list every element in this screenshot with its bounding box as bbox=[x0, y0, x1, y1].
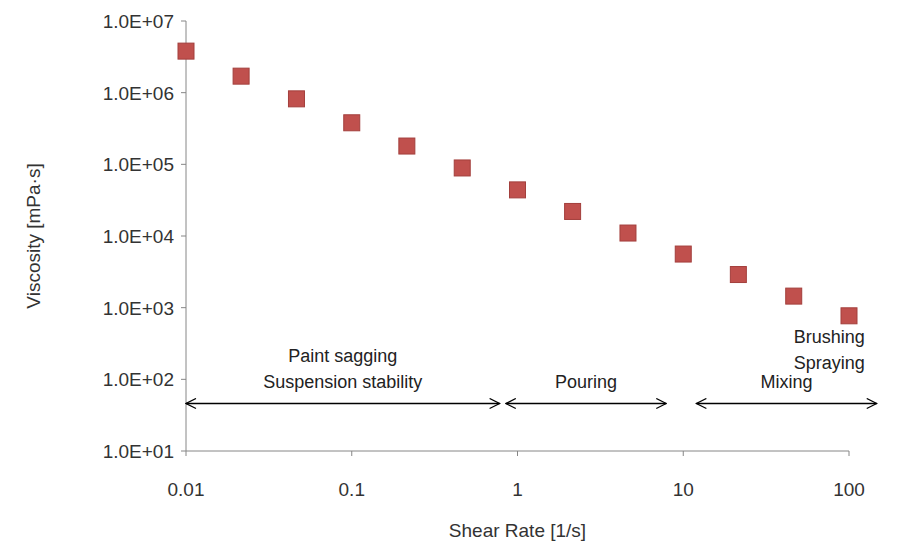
data-point bbox=[510, 182, 526, 198]
range-arrow bbox=[506, 403, 666, 404]
data-point bbox=[565, 203, 581, 219]
data-point bbox=[620, 225, 636, 241]
y-tick bbox=[181, 21, 186, 22]
annotation-text: Suspension stability bbox=[263, 372, 422, 392]
y-tick bbox=[181, 451, 186, 452]
y-tick-label: 1.0E+05 bbox=[103, 154, 174, 175]
data-point bbox=[786, 288, 802, 304]
x-tick-label: 1 bbox=[512, 479, 523, 500]
y-tick bbox=[181, 379, 186, 380]
annotation-text: Brushing bbox=[794, 327, 865, 347]
data-point bbox=[730, 267, 746, 283]
x-tick bbox=[351, 451, 352, 456]
annotation-text: Pouring bbox=[555, 372, 617, 392]
data-point bbox=[675, 246, 691, 262]
y-tick-label: 1.0E+07 bbox=[103, 11, 174, 32]
y-tick bbox=[181, 236, 186, 237]
x-tick-label: 100 bbox=[833, 479, 865, 500]
y-tick bbox=[181, 92, 186, 93]
y-tick-label: 1.0E+02 bbox=[103, 369, 174, 390]
data-point bbox=[344, 115, 360, 131]
x-tick bbox=[186, 451, 187, 456]
data-point bbox=[288, 91, 304, 107]
data-point bbox=[233, 68, 249, 84]
x-tick bbox=[683, 451, 684, 456]
y-tick-label: 1.0E+04 bbox=[103, 226, 175, 247]
x-tick-label: 0.01 bbox=[168, 479, 205, 500]
data-point bbox=[841, 308, 857, 324]
x-tick bbox=[517, 451, 518, 456]
annotation-text: Mixing bbox=[761, 372, 813, 392]
y-tick bbox=[181, 307, 186, 308]
y-tick bbox=[181, 164, 186, 165]
y-tick-label: 1.0E+06 bbox=[103, 83, 174, 104]
range-arrow bbox=[186, 403, 500, 404]
data-point bbox=[399, 138, 415, 154]
x-axis-title: Shear Rate [1/s] bbox=[449, 520, 586, 541]
x-tick-label: 0.1 bbox=[339, 479, 365, 500]
plot-area bbox=[178, 43, 857, 324]
annotation-text: Paint sagging bbox=[288, 346, 397, 366]
data-point bbox=[454, 160, 470, 176]
data-point bbox=[178, 43, 194, 59]
y-tick-label: 1.0E+03 bbox=[103, 298, 174, 319]
x-tick-label: 10 bbox=[673, 479, 694, 500]
x-tick bbox=[849, 451, 850, 456]
annotation-text: Spraying bbox=[794, 353, 865, 373]
chart: 1.0E+01 1.0E+02 1.0E+03 1.0E+04 1.0E+05 1.0E+… bbox=[0, 0, 900, 550]
range-arrow bbox=[696, 403, 876, 404]
y-axis-title: Viscosity [mPa·s] bbox=[23, 163, 44, 308]
y-tick-label: 1.0E+01 bbox=[103, 441, 174, 462]
